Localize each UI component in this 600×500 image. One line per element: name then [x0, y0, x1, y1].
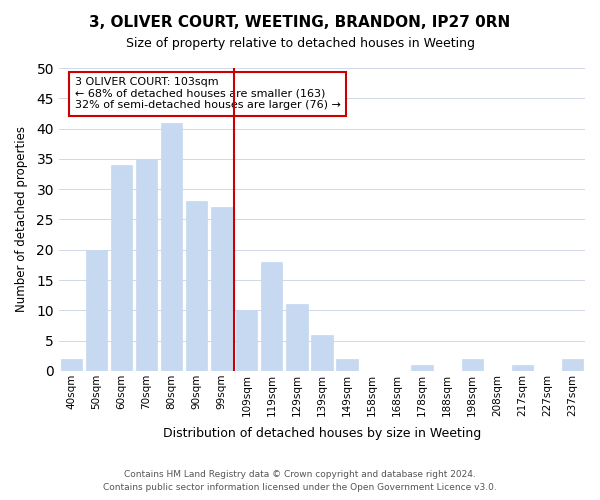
Bar: [311, 334, 332, 371]
Bar: [461, 359, 483, 371]
Bar: [337, 359, 358, 371]
Bar: [412, 365, 433, 371]
Bar: [211, 208, 232, 371]
Bar: [111, 165, 132, 371]
Text: 3, OLIVER COURT, WEETING, BRANDON, IP27 0RN: 3, OLIVER COURT, WEETING, BRANDON, IP27 …: [89, 15, 511, 30]
Text: Contains HM Land Registry data © Crown copyright and database right 2024.
Contai: Contains HM Land Registry data © Crown c…: [103, 470, 497, 492]
Bar: [136, 159, 157, 371]
Bar: [562, 359, 583, 371]
Bar: [236, 310, 257, 371]
Text: 3 OLIVER COURT: 103sqm
← 68% of detached houses are smaller (163)
32% of semi-de: 3 OLIVER COURT: 103sqm ← 68% of detached…: [74, 77, 340, 110]
Bar: [261, 262, 283, 371]
Bar: [286, 304, 308, 371]
Bar: [512, 365, 533, 371]
X-axis label: Distribution of detached houses by size in Weeting: Distribution of detached houses by size …: [163, 427, 481, 440]
Bar: [161, 122, 182, 371]
Bar: [86, 250, 107, 371]
Y-axis label: Number of detached properties: Number of detached properties: [15, 126, 28, 312]
Bar: [186, 202, 207, 371]
Bar: [61, 359, 82, 371]
Text: Size of property relative to detached houses in Weeting: Size of property relative to detached ho…: [125, 38, 475, 51]
